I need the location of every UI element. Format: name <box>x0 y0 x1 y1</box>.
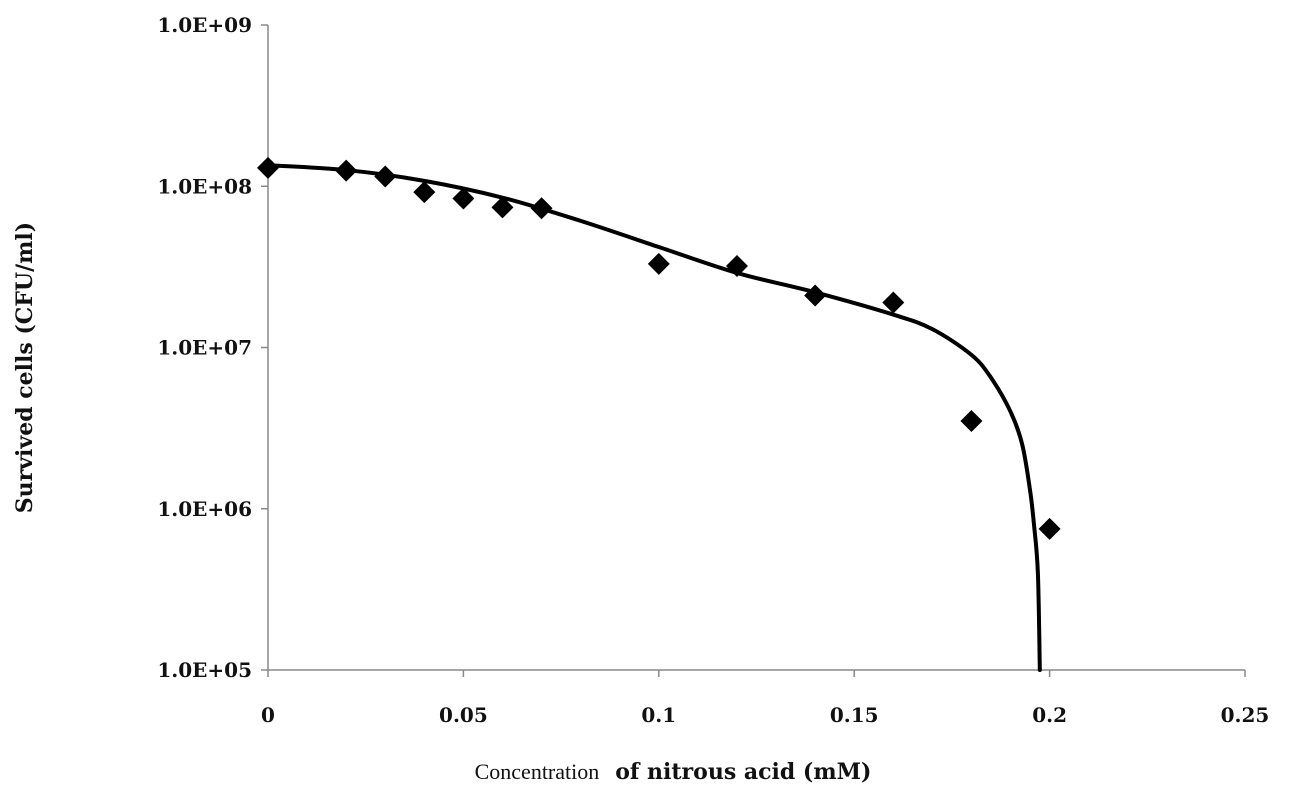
x-tick-label: 0.25 <box>1221 703 1270 727</box>
data-point-diamond <box>491 196 514 219</box>
data-point-diamond <box>647 252 670 275</box>
x-axis-ticks: 0 0.05 0.1 0.15 0.2 0.25 <box>261 670 1269 727</box>
data-point-diamond <box>452 187 475 210</box>
data-point-diamond <box>413 181 436 204</box>
y-tick-label: 1.0E+06 <box>157 497 252 521</box>
fit-curve-group <box>266 163 1042 672</box>
fit-curve <box>266 163 1042 672</box>
x-axis-title-part1: Concentration <box>475 759 600 784</box>
y-tick-label: 1.0E+07 <box>157 336 252 360</box>
y-axis-title: Survived cells (CFU/ml) <box>12 222 38 513</box>
x-tick-label: 0.1 <box>641 703 676 727</box>
x-axis-title-part2: of nitrous acid (mM) <box>615 759 871 785</box>
data-points-group <box>257 156 1061 540</box>
y-tick-label: 1.0E+08 <box>157 174 252 198</box>
data-point-diamond <box>882 291 905 314</box>
data-point-diamond <box>725 255 748 278</box>
data-point-diamond <box>335 159 358 182</box>
x-tick-label: 0.15 <box>830 703 879 727</box>
data-point-diamond <box>1038 517 1061 540</box>
x-axis-title: Concentration of nitrous acid (mM) <box>475 759 872 785</box>
x-tick-label: 0.05 <box>439 703 488 727</box>
x-tick-label: 0 <box>261 703 275 727</box>
y-tick-label: 1.0E+09 <box>157 13 252 37</box>
data-point-diamond <box>374 165 397 188</box>
data-point-diamond <box>960 410 983 433</box>
data-point-diamond <box>530 197 553 220</box>
y-tick-label: 1.0E+05 <box>157 658 252 682</box>
data-point-diamond <box>257 156 279 179</box>
y-axis-ticks: 1.0E+05 1.0E+06 1.0E+07 1.0E+08 1.0E+09 <box>157 13 268 682</box>
data-point-diamond <box>804 284 827 307</box>
x-tick-label: 0.2 <box>1032 703 1067 727</box>
